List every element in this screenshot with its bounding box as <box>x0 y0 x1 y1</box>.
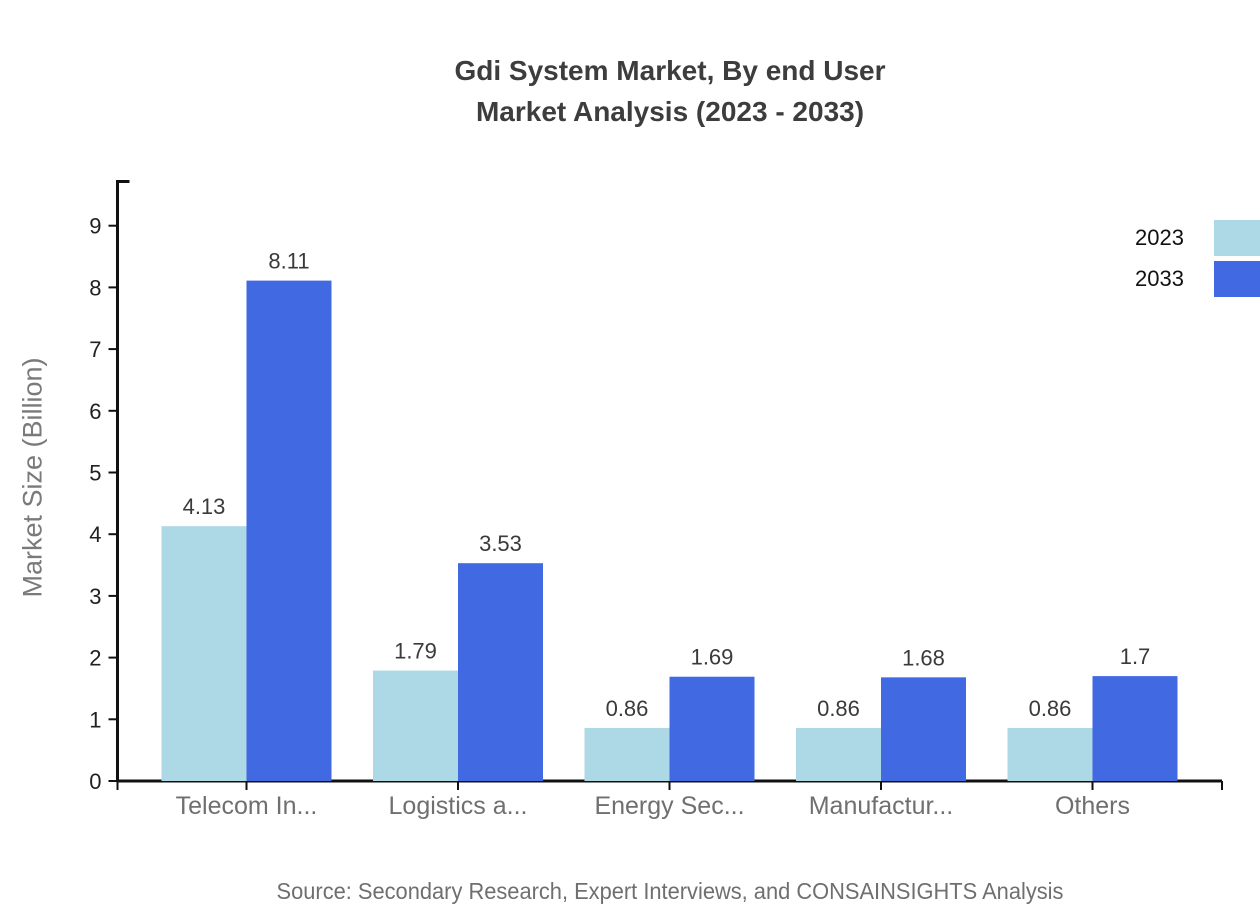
value-label: 0.86 <box>1029 696 1072 721</box>
x-category-label: Others <box>1055 792 1130 820</box>
bar-2023-1 <box>373 670 458 781</box>
bar-2023-0 <box>161 526 247 781</box>
chart-title-line2: Market Analysis (2023 - 2033) <box>475 96 865 127</box>
bar-2033-0 <box>246 280 332 781</box>
y-tick-label: 5 <box>89 461 101 486</box>
value-label: 3.53 <box>479 531 522 556</box>
value-label: 8.11 <box>268 249 309 274</box>
bar-2033-4 <box>1092 676 1178 781</box>
legend-item-2033: 2033 <box>1135 261 1260 297</box>
legend-swatch-2033 <box>1214 261 1260 297</box>
x-category-label: Manufactur... <box>809 792 954 820</box>
bar-2033-3 <box>881 677 966 781</box>
bar-2023-4 <box>1007 727 1093 781</box>
x-category-label: Telecom In... <box>176 792 318 820</box>
y-tick-label: 1 <box>89 707 101 732</box>
value-label: 0.86 <box>817 696 860 721</box>
legend-label-2023: 2023 <box>1135 225 1184 250</box>
y-tick-label: 9 <box>89 214 101 239</box>
x-category-label: Energy Sec... <box>594 792 744 820</box>
x-category-label: Logistics a... <box>389 792 528 820</box>
bar-2033-2 <box>669 676 755 781</box>
y-tick-label: 4 <box>89 522 101 547</box>
chart-title-line1: Gdi System Market, By end User <box>454 55 886 86</box>
value-label: 0.86 <box>606 696 649 721</box>
y-tick-label: 3 <box>89 584 101 609</box>
value-label: 4.13 <box>183 494 226 519</box>
legend-item-2023: 2023 <box>1135 220 1260 256</box>
chart-title: Gdi System Market, By end User Market An… <box>80 50 1260 132</box>
value-label: 1.79 <box>394 639 437 664</box>
y-tick-label: 0 <box>89 769 101 794</box>
legend-label-2033: 2033 <box>1135 266 1184 291</box>
y-tick-label: 6 <box>89 399 101 424</box>
value-label: 1.68 <box>902 645 945 670</box>
value-label: 1.69 <box>691 645 734 670</box>
bar-2033-1 <box>458 563 543 781</box>
value-label: 1.7 <box>1120 644 1151 669</box>
source-note: Source: Secondary Research, Expert Inter… <box>276 878 1064 904</box>
legend-swatch-2023 <box>1214 220 1260 256</box>
bar-2023-3 <box>796 727 881 781</box>
y-tick-label: 2 <box>89 646 101 671</box>
bar-2023-2 <box>584 727 670 781</box>
y-tick-label: 8 <box>89 275 101 300</box>
y-tick-label: 7 <box>89 337 101 362</box>
